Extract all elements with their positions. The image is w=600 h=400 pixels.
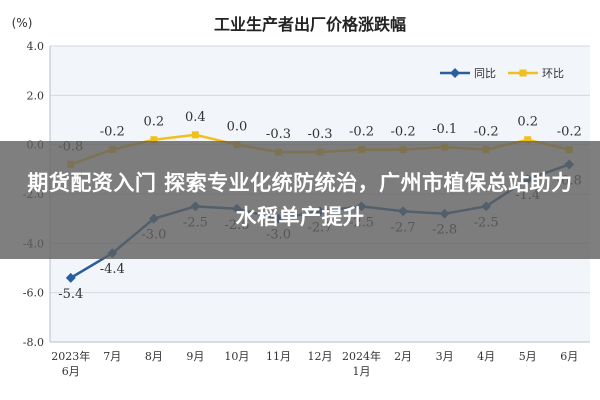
data-label: -0.2	[391, 125, 416, 140]
headline-text: 期货配资入门 探索专业化统防统治，广州市植保总站助力水稻单产提升	[27, 171, 573, 229]
x-tick-label: 4月	[477, 350, 495, 363]
x-tick-label: 5月	[519, 350, 537, 363]
headline-overlay: 期货配资入门 探索专业化统防统治，广州市植保总站助力水稻单产提升	[0, 141, 600, 259]
data-label: 0.4	[185, 110, 206, 125]
data-label: 0.2	[517, 115, 538, 130]
data-label: -0.2	[474, 125, 499, 140]
y-unit-label: (%)	[12, 16, 33, 30]
data-label: -5.4	[58, 287, 83, 302]
x-tick-label: 2023年 6月	[51, 349, 90, 378]
y-tick-label: 4.0	[27, 40, 45, 53]
x-tick-label: 8月	[145, 350, 163, 363]
chart-title: 工业生产者出厂价格涨跌幅	[214, 15, 406, 34]
data-label: 0.2	[144, 115, 165, 130]
x-tick-label: 12月	[308, 350, 333, 363]
legend-marker	[519, 69, 527, 77]
x-tick-label: 10月	[224, 350, 249, 363]
y-tick-label: -8.0	[23, 336, 44, 349]
legend-label: 同比	[474, 67, 496, 80]
legend: 同比 环比	[440, 67, 564, 80]
data-label: -0.2	[349, 125, 374, 140]
x-tick-label: 9月	[186, 350, 204, 363]
y-tick-label: -6.0	[23, 287, 44, 300]
x-tick-label: 11月	[266, 350, 291, 363]
x-tick-label: 6月	[560, 350, 578, 363]
data-label: -0.2	[557, 125, 582, 140]
data-point	[191, 131, 199, 139]
x-tick-label: 2月	[394, 350, 412, 363]
data-label: 0.0	[227, 120, 248, 135]
data-label: -0.2	[100, 125, 125, 140]
data-label: -0.1	[432, 122, 457, 137]
data-label: -4.4	[100, 262, 125, 277]
legend-label: 环比	[542, 67, 564, 80]
data-label: -0.3	[307, 127, 332, 142]
data-point	[150, 136, 158, 144]
y-tick-label: 2.0	[27, 89, 45, 102]
x-axis: 2023年 6月 7月 8月 9月 10月 11月 12月 2024年 1月 2月 3月 4月 5月 6月	[51, 349, 578, 378]
data-point	[524, 136, 532, 144]
data-label: -0.3	[266, 127, 291, 142]
x-tick-label: 3月	[436, 350, 454, 363]
x-tick-label: 2024年 1月	[342, 349, 381, 378]
x-tick-label: 7月	[103, 350, 121, 363]
